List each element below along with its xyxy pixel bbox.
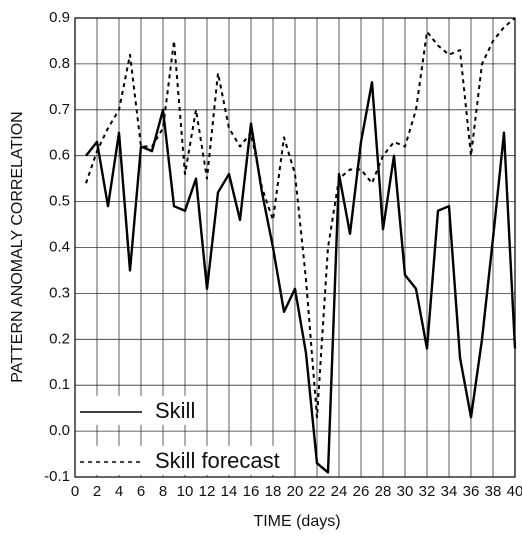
- series-line: [85, 17, 516, 419]
- x-tick-label: 32: [419, 483, 436, 500]
- x-axis-label: TIME (days): [253, 513, 340, 530]
- y-tick-label: 0.2: [49, 330, 70, 347]
- x-tick-label: 28: [375, 483, 392, 500]
- y-tick-label: 0.9: [49, 9, 70, 26]
- legend-label: Skill: [155, 398, 195, 423]
- x-tick-label: 10: [177, 483, 194, 500]
- x-tick-label: 30: [397, 483, 414, 500]
- y-tick-label: 0.8: [49, 55, 70, 72]
- x-tick-label: 4: [115, 483, 123, 500]
- y-tick-label: 0.6: [49, 147, 70, 164]
- x-tick-label: 6: [137, 483, 145, 500]
- x-tick-label: 16: [243, 483, 260, 500]
- x-tick-label: 14: [221, 483, 238, 500]
- x-tick-label: 8: [159, 483, 167, 500]
- y-tick-label: 0.1: [49, 376, 70, 393]
- x-tick-label: 26: [353, 483, 370, 500]
- x-tick-label: 34: [441, 483, 458, 500]
- x-tick-label: 40: [507, 483, 522, 500]
- x-tick-label: 38: [485, 483, 502, 500]
- x-tick-label: 0: [71, 483, 79, 500]
- y-tick-label: 0.0: [49, 422, 70, 439]
- x-tick-label: 18: [265, 483, 282, 500]
- y-tick-label: 0.5: [49, 193, 70, 210]
- y-tick-label: 0.4: [49, 238, 70, 255]
- legend-bg: [76, 395, 198, 425]
- y-tick-label: -0.1: [44, 468, 70, 485]
- x-tick-label: 36: [463, 483, 480, 500]
- x-tick-label: 12: [199, 483, 216, 500]
- x-tick-label: 22: [309, 483, 326, 500]
- x-tick-label: 24: [331, 483, 348, 500]
- legend-bg: [76, 445, 282, 475]
- plot-frame: [74, 17, 516, 478]
- y-tick-label: 0.3: [49, 284, 70, 301]
- x-tick-label: 20: [287, 483, 304, 500]
- legend-label: Skill forecast: [155, 448, 280, 473]
- x-tick-label: 2: [93, 483, 101, 500]
- series-line: [85, 81, 517, 474]
- y-axis-label: PATTERN ANOMALY CORRELATION: [9, 111, 26, 382]
- y-tick-label: 0.7: [49, 101, 70, 118]
